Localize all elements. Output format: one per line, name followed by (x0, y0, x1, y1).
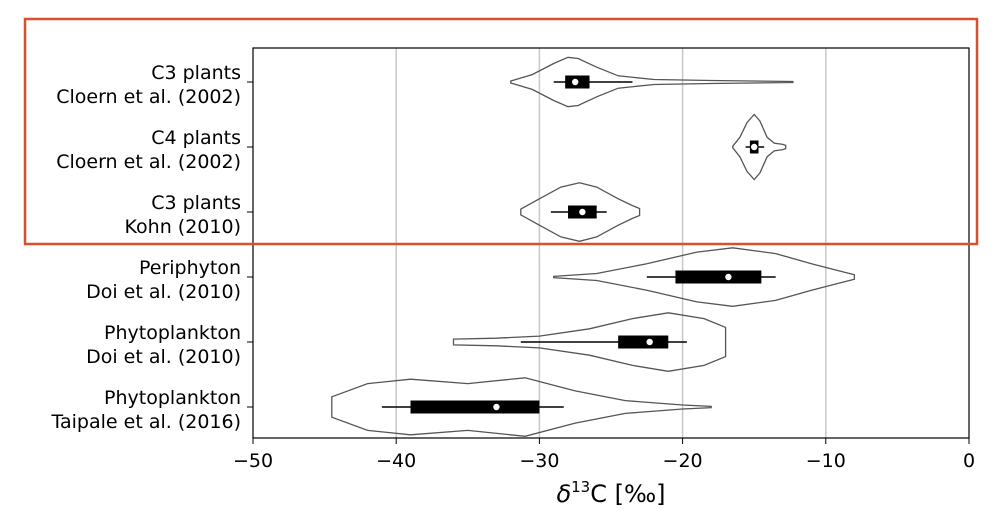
iqr-box (675, 270, 762, 284)
violin-body (452, 312, 727, 372)
iqr-box (410, 400, 540, 414)
category-label-line-1: Phytoplankton (104, 322, 241, 344)
category-label-line-1: Phytoplankton (104, 387, 241, 409)
x-axis-title-superscript: 13 (571, 478, 590, 496)
x-tick-label: 0 (963, 450, 975, 472)
category-label-line-2: Cloern et al. (2002) (56, 86, 241, 108)
category-label-line-1: C4 plants (151, 127, 241, 149)
x-tick-label: −50 (233, 450, 273, 472)
x-tick-label: −10 (806, 450, 846, 472)
x-axis-title-suffix: C [‰] (590, 480, 665, 508)
iqr-box (618, 335, 669, 349)
category-label-line-1: C3 plants (151, 192, 241, 214)
violins (331, 56, 856, 437)
x-axis-ticks: −50 −40 −30 −20 −10 0 (233, 438, 975, 472)
category-label-line-2: Doi et al. (2010) (86, 346, 241, 368)
x-tick-label: −20 (663, 450, 703, 472)
highlight-box (23, 17, 979, 246)
category-label-line-1: Periphyton (139, 257, 241, 279)
violin-body (732, 113, 787, 181)
x-axis-title: δ13C [‰] (556, 478, 665, 508)
x-tick-label: −30 (519, 450, 559, 472)
median-dot (725, 273, 732, 281)
category-label-line-2: Cloern et al. (2002) (56, 151, 241, 173)
median-dot (579, 208, 586, 216)
category-label-line-2: Taipale et al. (2016) (51, 411, 241, 433)
violin-body (510, 56, 794, 108)
median-dot (646, 338, 653, 346)
x-tick-label: −40 (376, 450, 416, 472)
category-label-line-2: Kohn (2010) (125, 216, 241, 238)
violin-body (331, 377, 712, 437)
violin-body (553, 247, 856, 307)
x-axis-title-prefix: δ (556, 480, 571, 508)
violin-body (520, 182, 641, 242)
median-dot (751, 143, 758, 151)
category-label-line-1: C3 plants (151, 62, 241, 84)
median-dot (572, 78, 579, 86)
category-label-line-2: Doi et al. (2010) (86, 281, 241, 303)
median-dot (493, 403, 500, 411)
